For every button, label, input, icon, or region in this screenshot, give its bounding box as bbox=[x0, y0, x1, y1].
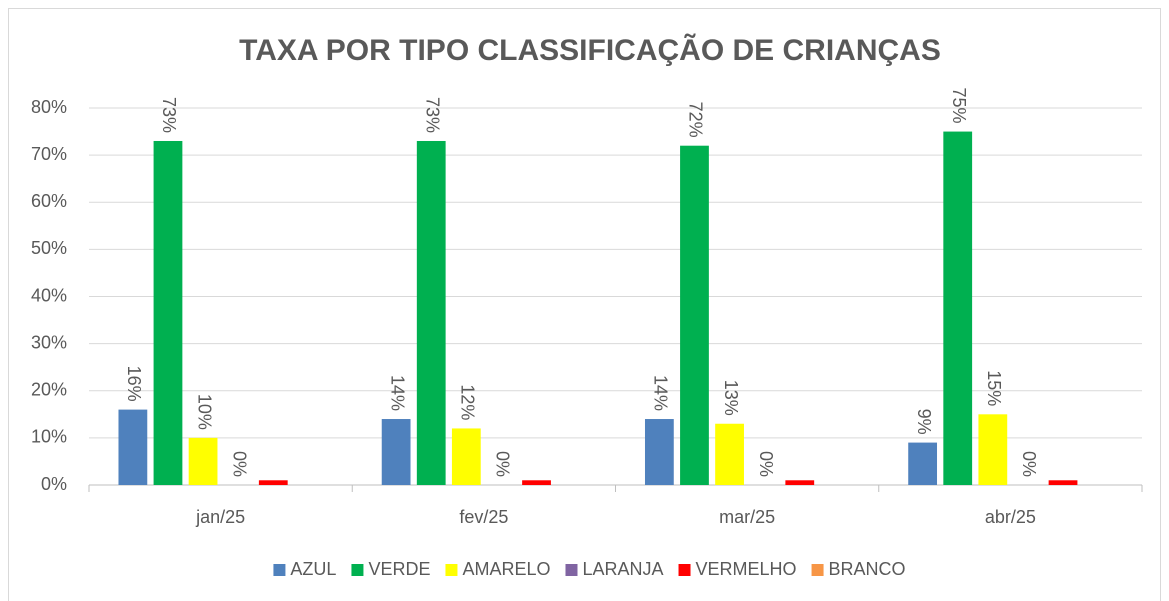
y-tick-label: 60% bbox=[31, 191, 67, 211]
legend-label: LARANJA bbox=[582, 559, 663, 579]
legend-swatch bbox=[445, 564, 458, 576]
data-label: 10% bbox=[194, 394, 214, 430]
y-tick-label: 30% bbox=[31, 332, 67, 352]
bar bbox=[188, 437, 218, 485]
y-tick-label: 0% bbox=[41, 474, 67, 494]
y-tick-label: 80% bbox=[31, 97, 67, 117]
data-label: 0% bbox=[493, 451, 513, 477]
x-tick-label: abr/25 bbox=[985, 507, 1036, 527]
data-label: 14% bbox=[651, 375, 671, 411]
bar bbox=[715, 423, 744, 485]
legend-swatch bbox=[678, 564, 691, 576]
bar bbox=[908, 442, 938, 485]
x-tick-label: fev/25 bbox=[459, 507, 508, 527]
legend-label: AMARELO bbox=[462, 559, 550, 579]
data-label: 0% bbox=[756, 451, 776, 477]
y-tick-label: 70% bbox=[31, 144, 67, 164]
data-label: 16% bbox=[124, 366, 144, 402]
data-label: 14% bbox=[387, 375, 407, 411]
data-label: 0% bbox=[1019, 451, 1039, 477]
y-tick-label: 20% bbox=[31, 380, 67, 400]
x-tick-label: mar/25 bbox=[719, 507, 775, 527]
bar bbox=[153, 140, 183, 486]
bar bbox=[644, 419, 674, 485]
data-label: 12% bbox=[458, 384, 478, 420]
bar bbox=[1048, 480, 1078, 485]
bar bbox=[416, 140, 446, 486]
data-label: 15% bbox=[984, 370, 1004, 406]
data-label: 73% bbox=[422, 97, 442, 133]
bar bbox=[978, 414, 1008, 485]
data-label: 13% bbox=[721, 380, 741, 416]
bar bbox=[943, 131, 973, 485]
y-tick-label: 50% bbox=[31, 238, 67, 258]
chart-title: TAXA POR TIPO CLASSIFICAÇÃO DE CRIANÇAS bbox=[239, 33, 941, 67]
legend-swatch bbox=[811, 564, 824, 576]
data-label: 75% bbox=[949, 88, 969, 124]
bar bbox=[785, 480, 815, 485]
data-label: 73% bbox=[159, 97, 179, 133]
legend-label: VERMELHO bbox=[696, 559, 797, 579]
x-tick-label: jan/25 bbox=[195, 507, 245, 527]
legend-label: AZUL bbox=[290, 559, 336, 579]
data-label: 0% bbox=[229, 451, 249, 477]
bar bbox=[258, 480, 288, 485]
legend-label: BRANCO bbox=[829, 559, 906, 579]
legend-label: VERDE bbox=[368, 559, 430, 579]
bar bbox=[522, 480, 551, 485]
data-label: 72% bbox=[686, 102, 706, 138]
y-tick-label: 40% bbox=[31, 285, 67, 305]
legend-swatch bbox=[565, 564, 578, 576]
data-label: 9% bbox=[914, 409, 934, 435]
bar bbox=[680, 145, 709, 485]
legend-swatch bbox=[351, 564, 364, 576]
bar bbox=[451, 428, 481, 485]
bar bbox=[381, 419, 411, 485]
bar bbox=[118, 409, 148, 485]
legend-swatch bbox=[273, 564, 286, 576]
y-tick-label: 10% bbox=[31, 427, 67, 447]
